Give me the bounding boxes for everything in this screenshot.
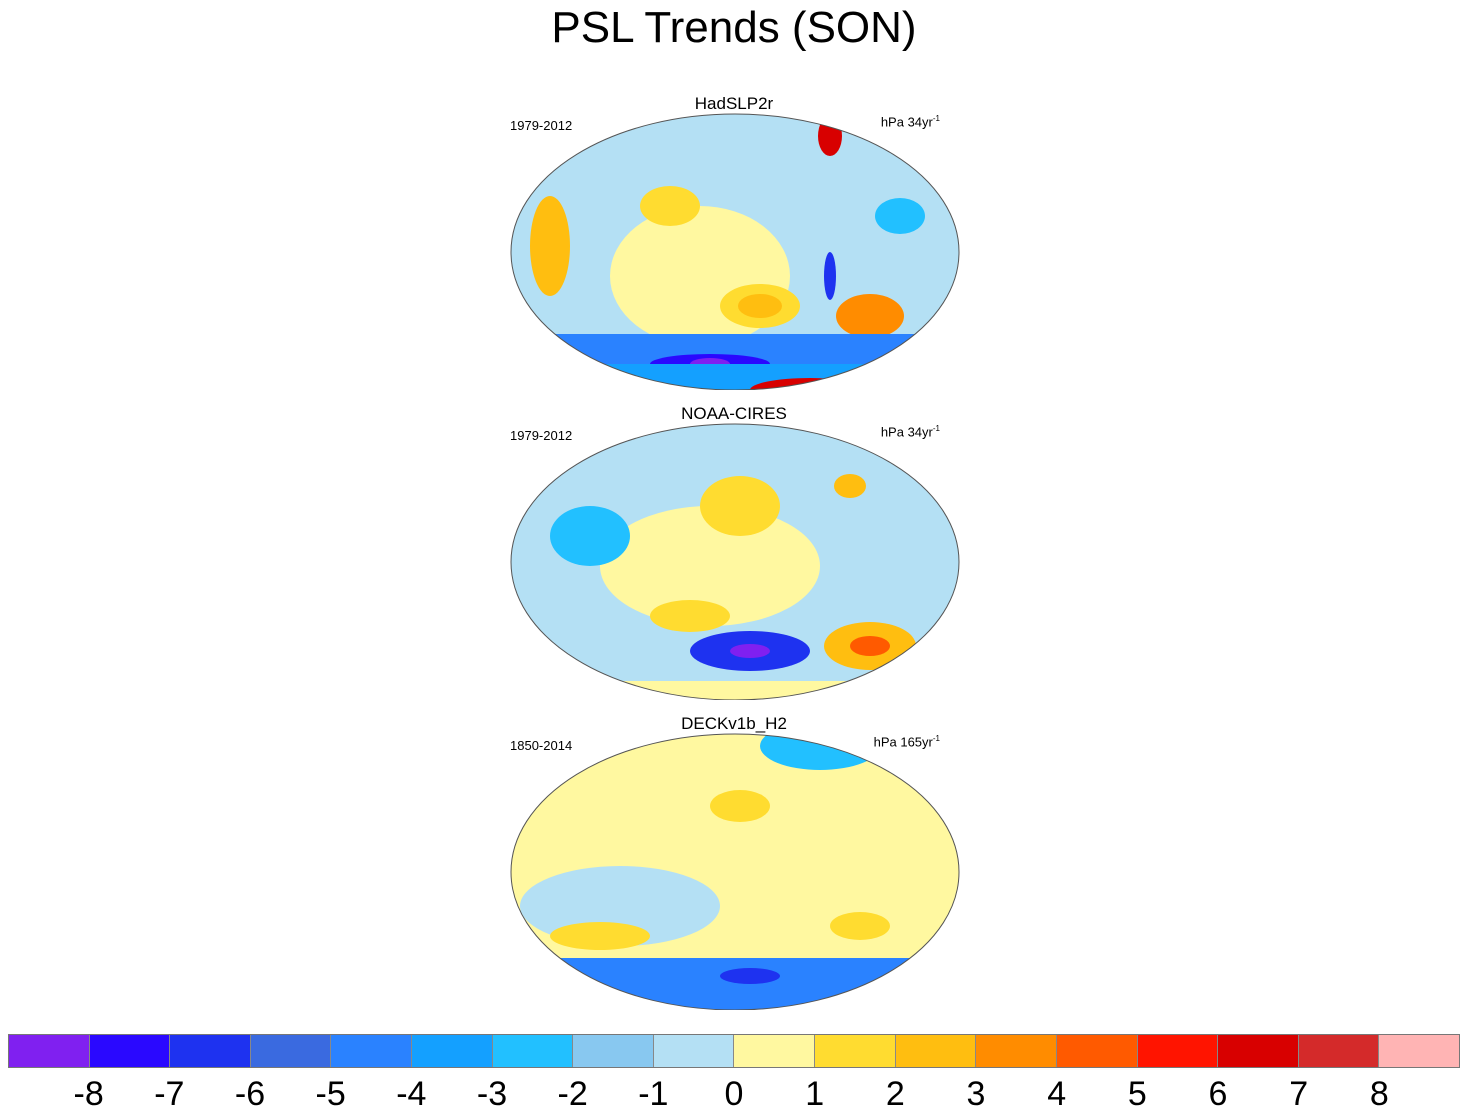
colorbar-tick-label: -8 <box>73 1075 104 1113</box>
colorbar-box <box>1218 1035 1299 1067</box>
map-panel-deckv1b-h2: DECKv1b_H2 1850-2014 hPa 165yr-1 <box>500 714 968 1014</box>
colorbar-box <box>492 1035 574 1067</box>
colorbar-box <box>1056 1035 1138 1067</box>
figure-title: PSL Trends (SON) <box>551 3 917 52</box>
colorbar-box <box>250 1035 332 1067</box>
colorbar-tick-label: 4 <box>1047 1075 1067 1113</box>
colorbar-tick-label: 1 <box>805 1075 825 1113</box>
panel-title: HadSLP2r <box>694 94 774 113</box>
trend-map <box>510 113 960 390</box>
units-label: hPa 34yr-1 <box>880 114 940 130</box>
colorbar-tick-label: -1 <box>638 1075 669 1113</box>
colorbar-box <box>170 1035 251 1067</box>
period-label: 1979-2012 <box>510 118 573 133</box>
map-panel-noaa-cires: NOAA-CIRES 1979-2012 hPa 34yr-1 <box>500 404 968 704</box>
colorbar-tick-label: 3 <box>966 1075 986 1113</box>
colorbar-tick-label: 7 <box>1289 1075 1309 1113</box>
colorbar <box>8 1034 1460 1068</box>
colorbar-tick-label: 2 <box>885 1075 905 1113</box>
colorbar-box <box>653 1035 735 1067</box>
panel-title: DECKv1b_H2 <box>681 714 787 733</box>
colorbar-box <box>734 1035 816 1067</box>
colorbar-tick-label: -5 <box>315 1075 346 1113</box>
colorbar-box <box>1137 1035 1219 1067</box>
period-label: 1979-2012 <box>510 428 573 443</box>
colorbar-tick-label: 6 <box>1208 1075 1228 1113</box>
colorbar-tick-label: -2 <box>557 1075 588 1113</box>
units-label: hPa 165yr-1 <box>873 734 940 750</box>
colorbar-tick-label: 8 <box>1369 1075 1389 1113</box>
colorbar-box <box>573 1035 654 1067</box>
period-label: 1850-2014 <box>510 738 573 753</box>
units-label: hPa 34yr-1 <box>880 424 940 440</box>
colorbar-tick-label: -7 <box>154 1075 185 1113</box>
trend-map <box>510 733 960 1010</box>
colorbar-tick-label: -6 <box>234 1075 266 1113</box>
trend-map <box>510 423 960 700</box>
colorbar-box <box>1298 1035 1380 1067</box>
colorbar-box <box>1379 1035 1459 1067</box>
map-panel-hadslp2r: HadSLP2r 1979-2012 hPa 34yr-1 <box>500 94 968 394</box>
colorbar-box <box>9 1035 90 1067</box>
colorbar-box <box>815 1035 896 1067</box>
colorbar-tick-label: -4 <box>396 1075 427 1113</box>
colorbar-tick-label: 5 <box>1127 1075 1147 1113</box>
panel-title: NOAA-CIRES <box>681 404 787 423</box>
colorbar-box <box>331 1035 413 1067</box>
colorbar-box <box>89 1035 171 1067</box>
colorbar-tick-label: 0 <box>724 1075 744 1113</box>
colorbar-box <box>976 1035 1057 1067</box>
colorbar-box <box>412 1035 493 1067</box>
colorbar-tick-label: -3 <box>476 1075 508 1113</box>
colorbar-box <box>895 1035 977 1067</box>
